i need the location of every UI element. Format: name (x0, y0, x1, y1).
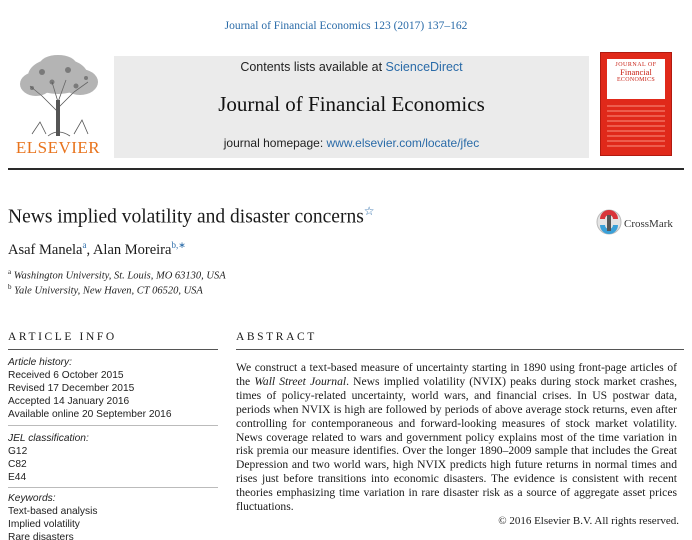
header-divider (8, 168, 684, 170)
jel-code: C82 (8, 459, 27, 470)
crossmark-badge[interactable]: CrossMark (596, 209, 686, 239)
author-name[interactable]: Asaf Manela (8, 241, 83, 258)
elsevier-logo[interactable]: ELSEVIER (8, 52, 108, 160)
cover-title-block: JOURNAL OF Financial ECONOMICS (607, 59, 665, 99)
homepage-link[interactable]: www.elsevier.com/locate/jfec (326, 136, 480, 150)
history-item: Received 6 October 2015 (8, 370, 124, 381)
journal-cover-thumbnail[interactable]: JOURNAL OF Financial ECONOMICS (600, 52, 672, 156)
jel-classification: JEL classification: G12 C82 E44 (8, 432, 218, 484)
keyword: Implied volatility (8, 519, 80, 530)
affiliation-mark: b (8, 283, 12, 291)
history-item: Accepted 14 January 2016 (8, 396, 130, 407)
abstract-part-2: . News implied volatility (NVIX) peaks d… (236, 374, 678, 514)
cover-line-2: Financial (620, 67, 652, 78)
homepage-prefix: journal homepage: (223, 136, 327, 150)
keyword: Text-based analysis (8, 506, 98, 517)
affiliation: b Yale University, New Haven, CT 06520, … (8, 283, 203, 297)
article-history: Article history: Received 6 October 2015… (8, 356, 218, 421)
article-history-label: Article history: (8, 357, 72, 368)
elsevier-wordmark: ELSEVIER (15, 138, 101, 157)
article-info-heading: ARTICLE INFO (8, 331, 117, 343)
author-affil-mark[interactable]: b,∗ (171, 240, 186, 250)
abstract-rule (236, 349, 684, 350)
crossmark-label: CrossMark (624, 218, 673, 230)
jel-code: E44 (8, 472, 27, 483)
author-affil-mark[interactable]: a (82, 240, 87, 250)
journal-header-box: Contents lists available at ScienceDirec… (114, 56, 589, 158)
affiliation: a Washington University, St. Louis, MO 6… (8, 268, 226, 282)
abstract-heading: ABSTRACT (236, 331, 317, 343)
contents-line: Contents lists available at ScienceDirec… (114, 60, 589, 74)
author-list: Asaf Manelaa, Alan Moreirab,∗ (8, 240, 186, 259)
abstract-part-1: We construct a text-based measure of unc… (236, 361, 677, 388)
abstract-wsj: Wall Street Journal (254, 374, 347, 388)
jel-code: G12 (8, 446, 28, 457)
affiliation-mark: a (8, 268, 12, 276)
keywords-label: Keywords: (8, 493, 56, 504)
article-title: News implied volatility and disaster con… (8, 204, 375, 229)
author-name[interactable]: Alan Moreira (92, 241, 172, 258)
cover-line-3: ECONOMICS (616, 77, 656, 84)
title-footnote-star[interactable]: ☆ (363, 204, 375, 218)
article-info-rule (8, 349, 218, 350)
affiliation-text: Yale University, New Haven, CT 06520, US… (14, 285, 203, 297)
journal-reference[interactable]: Journal of Financial Economics 123 (2017… (224, 20, 468, 32)
crossmark-icon (596, 209, 622, 235)
homepage-line: journal homepage: www.elsevier.com/locat… (114, 136, 589, 150)
keyword: Rare disasters (8, 532, 74, 540)
cover-line-1: JOURNAL OF (615, 62, 657, 68)
history-item: Revised 17 December 2015 (8, 383, 135, 394)
history-item: Available online 20 September 2016 (8, 409, 172, 420)
author-separator: , (86, 241, 93, 258)
keywords: Keywords: Text-based analysis Implied vo… (8, 492, 218, 540)
contents-prefix: Contents lists available at (240, 60, 386, 74)
info-separator (8, 425, 218, 426)
article-title-text: News implied volatility and disaster con… (8, 206, 364, 228)
jel-label: JEL classification: (8, 433, 89, 444)
journal-title: Journal of Financial Economics (218, 92, 485, 116)
copyright-notice: © 2016 Elsevier B.V. All rights reserved… (498, 515, 679, 527)
affiliation-text: Washington University, St. Louis, MO 631… (13, 270, 226, 282)
abstract-body: We construct a text-based measure of unc… (236, 361, 677, 514)
info-separator (8, 487, 218, 488)
cover-pattern (607, 105, 665, 149)
tree-logo-icon (12, 52, 104, 138)
sciencedirect-link[interactable]: ScienceDirect (385, 60, 463, 74)
